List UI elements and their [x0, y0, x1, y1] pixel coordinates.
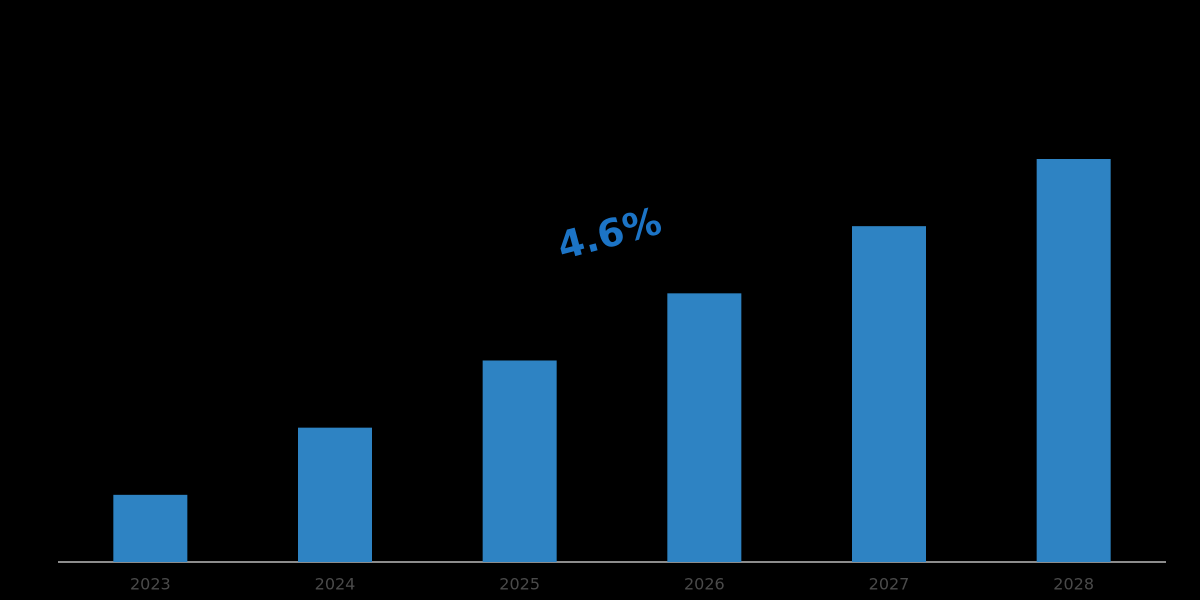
- bar: [852, 226, 926, 562]
- bar: [482, 360, 557, 562]
- bar: [667, 293, 742, 562]
- x-tick-label: 2023: [130, 575, 171, 594]
- bar: [1036, 159, 1111, 562]
- x-tick-label: 2025: [499, 575, 540, 594]
- bar: [113, 494, 188, 562]
- x-tick-label: 2028: [1053, 575, 1094, 594]
- x-tick-label: 2026: [684, 575, 725, 594]
- x-tick-label: 2027: [869, 575, 910, 594]
- annotation: 4.6%: [553, 199, 666, 269]
- bar: [298, 427, 372, 562]
- x-tick-label: 2024: [315, 575, 356, 594]
